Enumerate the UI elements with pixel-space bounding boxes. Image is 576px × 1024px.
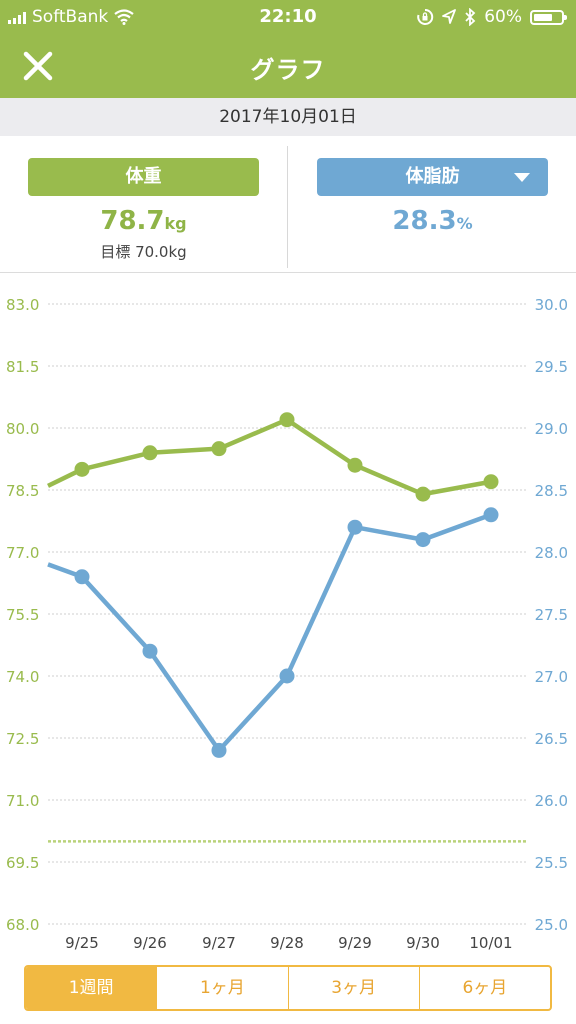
- right-tick-label: 29.5: [535, 358, 568, 376]
- body-fat-panel: 体脂肪 28.3%: [289, 136, 576, 272]
- right-tick-label: 27.0: [535, 668, 568, 686]
- series-point-2: [415, 532, 431, 548]
- close-icon[interactable]: [20, 48, 56, 84]
- left-tick-label: 77.0: [6, 544, 39, 562]
- tab-1-month[interactable]: 1ヶ月: [156, 967, 287, 1009]
- carrier-label: SoftBank: [32, 7, 109, 27]
- series-point-1: [483, 474, 499, 490]
- section-divider: [0, 272, 576, 273]
- body-fat-dropdown[interactable]: 体脂肪: [317, 158, 548, 196]
- right-tick-label: 30.0: [535, 296, 568, 314]
- left-tick-label: 71.0: [6, 792, 39, 810]
- x-tick-label: 9/29: [338, 934, 372, 952]
- weight-button[interactable]: 体重: [28, 158, 259, 196]
- body-fat-value: 28.3%: [289, 206, 576, 236]
- rotation-lock-icon: [417, 8, 434, 25]
- location-icon: [442, 9, 457, 24]
- x-tick-label: 9/30: [406, 934, 440, 952]
- left-tick-label: 72.5: [6, 730, 39, 748]
- line-chart: 83.0 30.0 81.5 29.5 80.0 29.0 78.5 28.5 77.0 28.0…: [6, 296, 568, 952]
- left-tick-label: 75.5: [6, 606, 39, 624]
- body-fat-unit: %: [456, 214, 473, 233]
- status-left: SoftBank: [8, 7, 134, 27]
- chevron-down-icon: [514, 173, 530, 182]
- series-point-2: [211, 742, 227, 758]
- weight-number: 78.7: [100, 206, 165, 236]
- left-tick-label: 83.0: [6, 296, 39, 314]
- status-time: 22:10: [259, 6, 317, 27]
- series-point-1: [211, 441, 227, 457]
- left-tick-label: 81.5: [6, 358, 39, 376]
- date-label: 2017年10月01日: [0, 98, 576, 136]
- status-bar: SoftBank 22:10 60%: [0, 0, 576, 34]
- status-right: 60%: [416, 7, 567, 27]
- battery-percent: 60%: [484, 7, 522, 27]
- series-point-1: [142, 445, 158, 461]
- series-point-2: [279, 668, 295, 684]
- wifi-icon: [114, 9, 134, 25]
- page-title: グラフ: [250, 56, 326, 84]
- left-tick-label: 68.0: [6, 916, 39, 934]
- weight-unit: kg: [164, 214, 187, 233]
- weight-panel: 体重 78.7kg 目標 70.0kg: [0, 136, 287, 272]
- x-tick-label: 9/26: [133, 934, 167, 952]
- x-tick-label: 9/28: [270, 934, 304, 952]
- right-tick-label: 28.0: [535, 544, 568, 562]
- tab-1-week[interactable]: 1週間: [26, 967, 157, 1009]
- tab-6-months[interactable]: 6ヶ月: [418, 967, 550, 1009]
- right-tick-label: 28.5: [535, 482, 568, 500]
- right-tick-label: 26.5: [535, 730, 568, 748]
- bluetooth-icon: [465, 8, 476, 26]
- x-tick-label: 9/27: [202, 934, 236, 952]
- series-point-1: [74, 461, 90, 477]
- x-tick-label: 10/01: [469, 934, 512, 952]
- weight-goal: 目標 70.0kg: [100, 243, 187, 261]
- nav-bar: グラフ: [0, 34, 576, 98]
- series-line-1: [47, 417, 492, 497]
- left-tick-label: 80.0: [6, 420, 39, 438]
- x-tick-label: 9/25: [65, 934, 99, 952]
- series-point-1: [415, 486, 431, 502]
- right-tick-label: 25.5: [535, 854, 568, 872]
- battery-icon: [530, 9, 567, 25]
- right-tick-label: 29.0: [535, 420, 568, 438]
- body-fat-button-label: 体脂肪: [405, 166, 460, 187]
- right-tick-label: 25.0: [535, 916, 568, 934]
- weight-button-label: 体重: [125, 166, 162, 187]
- series-line-2: [47, 512, 492, 753]
- right-tick-label: 27.5: [535, 606, 568, 624]
- series-point-2: [142, 643, 158, 659]
- signal-icon: [8, 10, 26, 24]
- weight-value: 78.7kg: [0, 206, 287, 236]
- body-fat-number: 28.3: [392, 206, 457, 236]
- right-tick-label: 26.0: [535, 792, 568, 810]
- series-point-1: [279, 412, 295, 428]
- panel-divider: [287, 146, 288, 268]
- left-tick-label: 74.0: [6, 668, 39, 686]
- series-point-2: [483, 507, 499, 523]
- period-tabs: 1週間 1ヶ月 3ヶ月 6ヶ月: [24, 965, 552, 1011]
- series-point-1: [347, 457, 363, 473]
- left-tick-label: 69.5: [6, 854, 39, 872]
- left-tick-label: 78.5: [6, 482, 39, 500]
- tab-3-months[interactable]: 3ヶ月: [287, 967, 419, 1009]
- series-point-2: [347, 519, 363, 535]
- series-point-2: [74, 569, 90, 585]
